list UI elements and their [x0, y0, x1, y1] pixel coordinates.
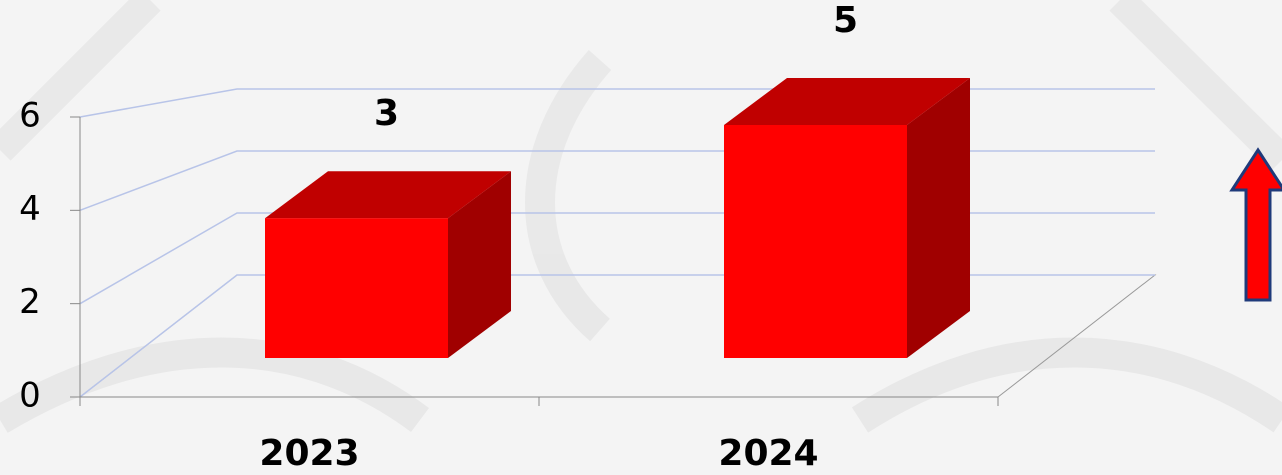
bar-side — [907, 78, 970, 358]
bar — [265, 218, 448, 358]
grid-line — [80, 151, 1155, 210]
chart: 0 2 4 6 2023 3 2024 5 — [0, 0, 1282, 475]
grid-line — [80, 213, 1155, 304]
arrow — [1232, 150, 1282, 300]
bar — [724, 125, 907, 358]
page: 02462023320245 (() => { const data = JSO… — [0, 0, 1282, 475]
floor — [80, 275, 1155, 397]
y-tick-label: 4 — [19, 189, 41, 229]
data-label: 5 — [833, 0, 858, 41]
grid-line — [80, 275, 1155, 397]
y-tick-label: 2 — [19, 282, 41, 322]
x-tick-label: 2023 — [259, 433, 359, 474]
watermark — [0, 0, 1282, 420]
data-label: 3 — [374, 93, 399, 134]
x-tick-label: 2024 — [718, 433, 818, 474]
y-tick-label: 0 — [19, 376, 41, 416]
grid-line — [80, 89, 1155, 117]
y-tick-label: 6 — [19, 96, 41, 136]
